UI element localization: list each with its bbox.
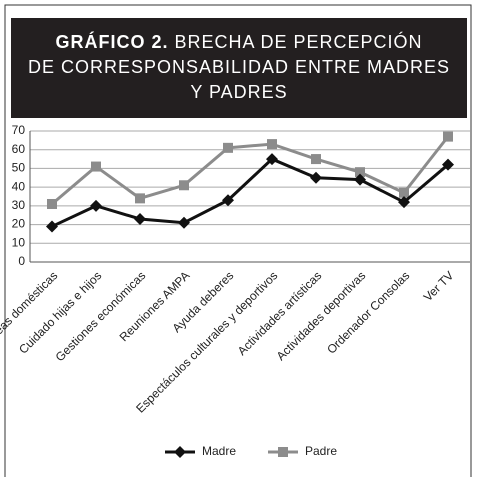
- y-tick-label: 50: [12, 161, 26, 175]
- legend-marker: [174, 446, 186, 458]
- point: [266, 153, 278, 166]
- x-tick-label: Ordenador Consolas: [324, 268, 412, 356]
- frame: [4, 4, 472, 477]
- point: [134, 212, 146, 225]
- x-tick-label: Cuidado hijas e hijos: [16, 268, 104, 356]
- series-line: [51, 135, 450, 206]
- y-tick-label: 20: [12, 217, 26, 231]
- title-line: DE CORRESPONSABILIDAD ENTRE MADRES: [27, 57, 451, 77]
- point: [442, 158, 454, 171]
- point: [398, 196, 410, 209]
- title-line: GRÁFICO 2. BRECHA DE PERCEPCIÓN: [11, 30, 467, 55]
- point: [354, 173, 366, 186]
- x-tick-label: Actividades artísticas: [235, 268, 325, 358]
- point: [311, 154, 321, 165]
- x-tick-label: Ver TV: [421, 268, 457, 304]
- point: [399, 187, 409, 198]
- point: [135, 193, 145, 204]
- point: [90, 199, 102, 212]
- point: [223, 142, 233, 153]
- title-label: GRÁFICO 2.: [55, 32, 169, 52]
- header: GRÁFICO 2. BRECHA DE PERCEPCIÓN DE CORRE…: [11, 18, 467, 118]
- legend-label: Padre: [305, 444, 337, 458]
- legend-label: Madre: [202, 444, 236, 458]
- point: [91, 161, 101, 172]
- series-line: [51, 157, 449, 228]
- point: [310, 171, 322, 184]
- point: [179, 180, 189, 191]
- y-tick-label: 60: [12, 142, 26, 156]
- y-tick-label: 10: [12, 235, 26, 249]
- legend-marker: [278, 447, 288, 457]
- title: BRECHA DE PERCEPCIÓN: [174, 32, 423, 52]
- point: [47, 198, 57, 209]
- y-tick-label: 30: [12, 198, 26, 212]
- title-line: Y PADRES: [190, 82, 288, 102]
- point: [222, 194, 234, 207]
- point: [267, 139, 277, 150]
- y-tick-label: 40: [12, 179, 26, 193]
- point: [178, 216, 190, 229]
- point: [46, 220, 58, 233]
- point: [443, 131, 453, 142]
- y-tick-label: 70: [12, 123, 26, 137]
- y-tick-label: 0: [18, 254, 25, 268]
- point: [355, 167, 365, 178]
